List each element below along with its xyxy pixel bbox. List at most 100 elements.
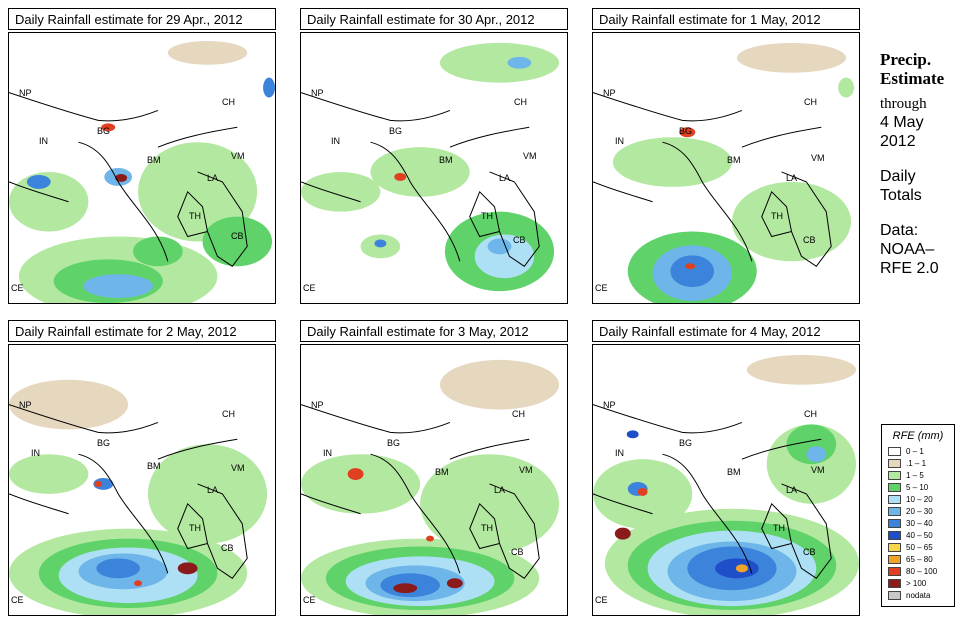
legend-row: 40 – 50 xyxy=(888,529,954,541)
legend-label: 0 – 1 xyxy=(906,446,924,456)
region-label-th: TH xyxy=(481,211,493,221)
legend-row: nodata xyxy=(888,589,954,601)
legend-label: 30 – 40 xyxy=(906,518,933,528)
legend-swatch xyxy=(888,578,901,588)
rainfall-legend: RFE (mm) 0 – 1 .1 – 1 1 – 5 5 – 10 10 – 20 20… xyxy=(881,424,955,607)
legend-label: 10 – 20 xyxy=(906,494,933,504)
region-label-bm: BM xyxy=(727,155,741,165)
region-label-ce: CE xyxy=(11,595,24,605)
legend-label: 50 – 65 xyxy=(906,542,933,552)
legend-swatch xyxy=(888,554,901,564)
legend-label: 20 – 30 xyxy=(906,506,933,516)
legend-swatch xyxy=(888,494,901,504)
region-label-la: LA xyxy=(207,173,219,183)
region-label-vm: VM xyxy=(231,151,245,161)
legend-swatch xyxy=(888,470,901,480)
region-label-la: LA xyxy=(207,485,219,495)
region-label-ch: CH xyxy=(512,409,525,419)
region-label-bm: BM xyxy=(147,155,161,165)
daily-totals-line1: Daily xyxy=(880,168,916,185)
legend-rows: 0 – 1 .1 – 1 1 – 5 5 – 10 10 – 20 20 – 30 30 –… xyxy=(882,445,954,601)
region-label-ce: CE xyxy=(11,283,24,293)
region-label-in: IN xyxy=(39,136,48,146)
region-label-bg: BG xyxy=(389,126,403,136)
rainfall-map-graphic xyxy=(301,33,567,303)
legend-swatch xyxy=(888,446,901,456)
region-label-ch: CH xyxy=(514,97,527,107)
region-label-cb: CB xyxy=(221,543,234,553)
panel-title: Daily Rainfall estimate for 2 May, 2012 xyxy=(8,320,276,342)
legend-label: .1 – 1 xyxy=(906,458,927,468)
region-label-cb: CB xyxy=(513,235,526,245)
map-panel-may-3: Daily Rainfall estimate for 3 May, 2012 … xyxy=(300,320,568,616)
side-annotation: Precip. Estimate through 4 May 2012 Dail… xyxy=(880,50,944,278)
data-source-line3: RFE 2.0 xyxy=(880,260,939,277)
region-label-bg: BG xyxy=(679,438,693,448)
rainfall-map-graphic xyxy=(301,345,567,615)
rainfall-map-graphic xyxy=(593,345,859,615)
region-label-vm: VM xyxy=(231,463,245,473)
region-label-ce: CE xyxy=(595,283,608,293)
region-label-ch: CH xyxy=(222,409,235,419)
legend-row: 1 – 5 xyxy=(888,469,954,481)
region-label-la: LA xyxy=(786,485,798,495)
end-date-line1: 4 May xyxy=(880,114,924,131)
region-label-np: NP xyxy=(311,88,324,98)
region-label-th: TH xyxy=(771,211,783,221)
rainfall-map: NP IN BG BM CH VM LA TH CB CE xyxy=(8,344,276,616)
map-panel-may-1: Daily Rainfall estimate for 1 May, 2012 … xyxy=(592,8,860,304)
region-label-bm: BM xyxy=(439,155,453,165)
region-label-ch: CH xyxy=(222,97,235,107)
region-label-vm: VM xyxy=(811,465,825,475)
region-label-th: TH xyxy=(481,523,493,533)
legend-label: nodata xyxy=(906,590,931,600)
data-source-line1: Data: xyxy=(880,222,919,239)
region-label-bg: BG xyxy=(387,438,401,448)
rainfall-map-graphic xyxy=(9,345,275,615)
legend-row: 0 – 1 xyxy=(888,445,954,457)
legend-row: 80 – 100 xyxy=(888,565,954,577)
rainfall-map: NP IN BG BM CH VM LA TH CB CE xyxy=(592,344,860,616)
legend-row: 65 – 80 xyxy=(888,553,954,565)
map-panel-apr-30: Daily Rainfall estimate for 30 Apr., 201… xyxy=(300,8,568,304)
legend-swatch xyxy=(888,530,901,540)
panel-title: Daily Rainfall estimate for 1 May, 2012 xyxy=(592,8,860,30)
precip-heading-line1: Precip. xyxy=(880,50,932,69)
region-label-bm: BM xyxy=(727,467,741,477)
legend-label: 40 – 50 xyxy=(906,530,933,540)
legend-row: > 100 xyxy=(888,577,954,589)
legend-row: .1 – 1 xyxy=(888,457,954,469)
through-label: through xyxy=(880,96,927,112)
region-label-in: IN xyxy=(615,448,624,458)
data-source-line2: NOAA– xyxy=(880,241,935,258)
end-date-line2: 2012 xyxy=(880,133,916,150)
map-panel-may-2: Daily Rainfall estimate for 2 May, 2012 … xyxy=(8,320,276,616)
region-label-in: IN xyxy=(323,448,332,458)
rainfall-map: NP IN BG BM CH VM LA TH CB CE xyxy=(8,32,276,304)
legend-label: 5 – 10 xyxy=(906,482,929,492)
region-label-np: NP xyxy=(603,88,616,98)
legend-row: 20 – 30 xyxy=(888,505,954,517)
region-label-ce: CE xyxy=(303,283,316,293)
region-label-bg: BG xyxy=(97,438,111,448)
legend-row: 5 – 10 xyxy=(888,481,954,493)
legend-swatch xyxy=(888,518,901,528)
legend-swatch xyxy=(888,590,901,600)
region-label-bg: BG xyxy=(679,126,693,136)
legend-swatch xyxy=(888,566,901,576)
panel-title: Daily Rainfall estimate for 4 May, 2012 xyxy=(592,320,860,342)
region-label-la: LA xyxy=(499,173,511,183)
legend-row: 10 – 20 xyxy=(888,493,954,505)
legend-label: 80 – 100 xyxy=(906,566,938,576)
panel-title: Daily Rainfall estimate for 29 Apr., 201… xyxy=(8,8,276,30)
region-label-in: IN xyxy=(615,136,624,146)
rainfall-map: NP IN BG BM CH VM LA TH CB CE xyxy=(592,32,860,304)
rainfall-map-graphic xyxy=(9,33,275,303)
region-label-vm: VM xyxy=(811,153,825,163)
region-label-la: LA xyxy=(494,485,506,495)
region-label-ch: CH xyxy=(804,97,817,107)
region-label-in: IN xyxy=(31,448,40,458)
region-label-th: TH xyxy=(189,523,201,533)
legend-swatch xyxy=(888,506,901,516)
rainfall-map: NP IN BG BM CH VM LA TH CB CE xyxy=(300,344,568,616)
